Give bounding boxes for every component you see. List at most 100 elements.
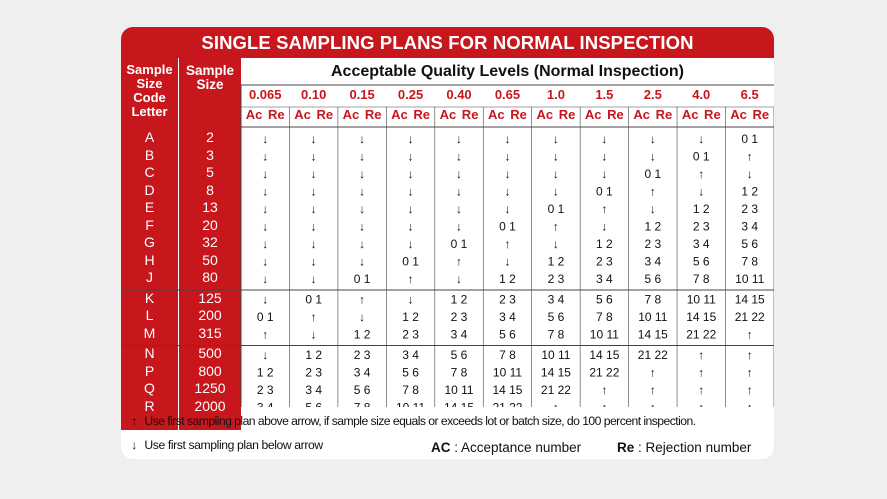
plan-cell: 10 11 <box>638 310 667 324</box>
down-arrow-icon: ↓ <box>601 150 607 164</box>
plan-cell: 0 1 <box>305 293 322 307</box>
aql-value: 0.65 <box>494 87 521 102</box>
ac-re-label: Ac Re <box>633 107 673 122</box>
ac-re-label: Ac Re <box>730 107 770 122</box>
plan-cell: 10 11 <box>444 383 473 397</box>
plan-cell: 5 6 <box>305 401 322 408</box>
down-arrow-icon: ↓ <box>311 132 317 146</box>
code-letter: M <box>143 324 156 341</box>
plan-cell: 3 4 <box>644 255 661 269</box>
sample-size: 8 <box>206 181 214 198</box>
aql-value: 1.5 <box>595 87 614 102</box>
up-arrow-icon: ↑ <box>311 310 317 324</box>
plan-cell: 5 6 <box>354 383 371 397</box>
up-arrow-icon: ↑ <box>456 255 462 269</box>
up-arrow-icon: ↑ <box>747 383 753 397</box>
sample-size: 5 <box>206 164 214 180</box>
down-arrow-icon: ↓ <box>262 293 268 307</box>
plan-cell: 10 11 <box>493 366 522 380</box>
down-arrow-icon: ↓ <box>311 185 317 199</box>
code-letter: B <box>144 146 155 163</box>
plan-cell: 0 1 <box>741 132 758 146</box>
sampling-plan-card: SINGLE SAMPLING PLANS FOR NORMAL INSPECT… <box>121 27 774 459</box>
down-arrow-icon: ↓ <box>359 185 365 199</box>
aql-value: 0.065 <box>248 87 282 102</box>
aql-column-header: 0.15 Ac Re <box>338 85 386 127</box>
plan-cell: 10 11 <box>687 293 716 307</box>
down-arrow-icon: ↓ <box>650 150 656 164</box>
down-arrow-icon: ↓ <box>311 272 317 286</box>
aql-value: 1.0 <box>546 87 565 102</box>
code-letter: D <box>144 181 155 198</box>
plan-cell: 3 4 <box>741 220 758 234</box>
up-arrow-icon: ↑ <box>650 185 656 199</box>
ac-re-label: Ac Re <box>342 107 382 122</box>
plan-cell: 10 11 <box>396 401 425 408</box>
plan-cell: 21 22 <box>589 366 619 380</box>
aql-value: 0.40 <box>446 87 472 102</box>
down-arrow-note: ↓ Use first sampling plan below arrow <box>127 438 323 452</box>
up-arrow-icon: ↑ <box>262 328 268 342</box>
up-arrow-icon: ↑ <box>747 348 753 362</box>
ac-re-label: Ac Re <box>245 107 285 122</box>
aql-column-header: 2.5 Ac Re <box>629 85 677 127</box>
plan-cell: 3 4 <box>257 401 274 408</box>
plan-cell: 1 2 <box>305 348 322 362</box>
plan-cell: 0 1 <box>499 220 516 234</box>
aql-column-header: 0.065 Ac Re <box>241 85 289 127</box>
down-arrow-icon: ↓ <box>262 220 268 234</box>
sample-size: 80 <box>202 269 218 285</box>
plan-cell: 5 6 <box>741 237 758 251</box>
down-arrow-icon: ↓ <box>456 272 462 286</box>
aql-column-header: 4.0 Ac Re <box>677 85 725 127</box>
down-arrow-icon: ↓ <box>262 237 268 251</box>
plan-cell: 7 8 <box>693 272 710 286</box>
down-arrow-icon: ↓ <box>359 150 365 164</box>
down-arrow-icon: ↓ <box>504 150 510 164</box>
up-arrow-icon: ↑ <box>650 383 656 397</box>
plan-cell: 0 1 <box>402 255 419 269</box>
up-arrow-icon: ↑ <box>601 401 607 408</box>
plan-cell: 1 2 <box>596 237 613 251</box>
down-arrow-icon: ↓ <box>359 220 365 234</box>
aql-column-header: 6.5 Ac Re <box>726 85 774 127</box>
down-arrow-icon: ↓ <box>698 185 704 199</box>
sample-size: 315 <box>198 324 222 341</box>
down-arrow-icon: ↓ <box>504 185 510 199</box>
code-letter: R <box>144 397 155 414</box>
down-arrow-icon: ↓ <box>311 202 317 216</box>
plan-cell: 2 3 <box>741 202 758 216</box>
ac-re-label: Ac Re <box>584 107 624 122</box>
down-arrow-icon: ↓ <box>601 132 607 146</box>
plan-cell: 2 3 <box>548 272 565 286</box>
plan-cell: 5 6 <box>693 255 710 269</box>
plan-cell: 1 2 <box>548 255 565 269</box>
up-arrow-icon: ↑ <box>553 220 559 234</box>
plan-cell: 1 2 <box>257 366 274 380</box>
plan-cell: 5 6 <box>596 293 613 307</box>
down-arrow-icon: ↓ <box>698 132 704 146</box>
code-letter: H <box>144 251 155 268</box>
down-arrow-icon: ↓ <box>262 167 268 181</box>
up-arrow-icon: ↑ <box>130 414 138 428</box>
down-arrow-icon: ↓ <box>456 220 462 234</box>
plan-cell: 5 6 <box>548 310 565 324</box>
plan-cell: 3 4 <box>596 272 613 286</box>
plan-grid: ↓ ↓ ↓ ↓ ↓ ↓ ↓ ↓ ↓ ↓ 0 1 ↓ ↓ ↓ ↓ ↓ ↓ ↓ ↓ ↓ 0 1 ↑ ↓ ↓ ↓ ↓ ↓ ↓ ↓ ↓ 0 1 ↑ ↓ ↓… <box>121 84 774 408</box>
sample-size: 3 <box>206 146 214 163</box>
plan-cell: 14 15 <box>444 401 474 408</box>
plan-cell: 1 2 <box>741 185 758 199</box>
legend-footer: ↑ Use first sampling plan above arrow, i… <box>121 407 774 459</box>
aql-value: 6.5 <box>740 87 759 102</box>
sample-size: 1250 <box>194 380 226 396</box>
down-arrow-icon: ↓ <box>262 185 268 199</box>
ac-legend: AC : Acceptance number <box>431 440 582 455</box>
plan-cell: 2 3 <box>402 328 419 342</box>
down-arrow-icon: ↓ <box>359 132 365 146</box>
down-arrow-icon: ↓ <box>311 220 317 234</box>
plan-cell: 3 4 <box>402 348 419 362</box>
code-letter: K <box>144 289 155 306</box>
plan-cell: 5 6 <box>499 328 516 342</box>
aql-value: 2.5 <box>643 87 662 102</box>
code-letter: A <box>144 129 155 145</box>
